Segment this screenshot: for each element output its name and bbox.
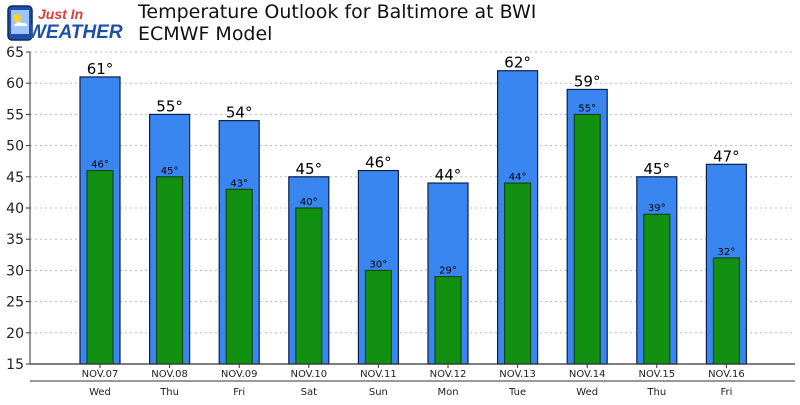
y-tick-label: 45 xyxy=(6,170,24,186)
high-temp-label: 62° xyxy=(504,54,531,72)
x-tick-label: NOV.07 xyxy=(82,369,119,380)
y-tick-label: 25 xyxy=(6,295,24,311)
chart-title-block: Temperature Outlook for Baltimore at BWI… xyxy=(138,1,536,45)
x-tick-label: NOV.15 xyxy=(638,369,675,380)
low-temp-label: 43° xyxy=(230,178,248,189)
y-tick-label: 35 xyxy=(6,232,24,248)
x-tick-label: NOV.16 xyxy=(708,369,745,380)
low-temp-label: 45° xyxy=(161,166,179,177)
low-temp-label: 30° xyxy=(370,259,388,270)
bars: 61° 46° 55° 45° 54° 43° 45° 40° 46° 30° 44° 29° 62° 4… xyxy=(79,54,748,365)
y-tick-label: 60 xyxy=(6,76,24,92)
x-tick-label: NOV.10 xyxy=(290,369,327,380)
low-temp-bar xyxy=(643,213,671,365)
high-temp-label: 55° xyxy=(156,97,183,115)
day-label: Thu xyxy=(646,387,666,398)
y-axis: 15 20 25 30 35 40 45 50 55 60 65 xyxy=(6,45,31,373)
low-temp-bar xyxy=(712,257,740,365)
day-label: Fri xyxy=(233,387,245,398)
phone-icon xyxy=(7,5,33,41)
low-temp-bar xyxy=(434,276,462,365)
x-tick-label: NOV.11 xyxy=(360,369,397,380)
low-temp-label: 40° xyxy=(300,197,318,208)
x-tick-label: NOV.08 xyxy=(151,369,188,380)
day-label: Sat xyxy=(301,387,317,398)
low-temp-bar xyxy=(504,182,532,365)
low-temp-label: 46° xyxy=(91,160,109,171)
x-tick-label: NOV.09 xyxy=(221,369,258,380)
just-in-weather-logo: Just In WEATHER xyxy=(4,4,134,44)
x-axis: NOV.07 Wed NOV.08 Thu NOV.09 Fri NOV.10 Sat NOV.… xyxy=(30,363,795,398)
low-temp-label: 55° xyxy=(578,103,596,114)
y-tick-label: 65 xyxy=(6,45,24,61)
y-tick-label: 50 xyxy=(6,139,24,155)
low-temp-label: 32° xyxy=(718,247,736,258)
low-temp-bar xyxy=(573,113,601,365)
high-temp-label: 61° xyxy=(87,60,114,78)
x-tick-label: NOV.13 xyxy=(499,369,536,380)
high-temp-label: 45° xyxy=(296,160,323,178)
day-label: Wed xyxy=(576,387,598,398)
low-temp-bar xyxy=(295,207,323,365)
y-tick-label: 55 xyxy=(6,107,24,123)
day-label: Tue xyxy=(508,387,526,398)
grid-lines xyxy=(30,51,795,334)
high-temp-label: 44° xyxy=(435,166,462,184)
low-temp-label: 44° xyxy=(509,172,527,183)
high-temp-label: 46° xyxy=(365,154,392,172)
chart-title: Temperature Outlook for Baltimore at BWI xyxy=(138,1,537,23)
low-temp-label: 39° xyxy=(648,203,666,214)
logo-line1: Just In xyxy=(38,6,83,22)
low-temp-label: 29° xyxy=(439,266,457,277)
logo-line2: WEATHER xyxy=(28,22,123,43)
day-label: Fri xyxy=(720,387,732,398)
high-temp-label: 59° xyxy=(574,72,601,90)
x-tick-label: NOV.14 xyxy=(569,369,606,380)
y-tick-label: 20 xyxy=(6,326,24,342)
x-tick-label: NOV.12 xyxy=(430,369,467,380)
day-label: Sun xyxy=(369,387,388,398)
day-label: Thu xyxy=(159,387,179,398)
y-tick-label: 40 xyxy=(6,201,24,217)
low-temp-bar xyxy=(225,188,253,365)
high-temp-label: 45° xyxy=(644,160,671,178)
low-temp-bar xyxy=(364,269,392,365)
y-tick-label: 30 xyxy=(6,263,24,279)
high-temp-label: 47° xyxy=(713,147,740,165)
y-tick-label: 15 xyxy=(6,357,24,373)
high-temp-label: 54° xyxy=(226,104,253,122)
day-label: Mon xyxy=(437,387,458,398)
low-temp-bar xyxy=(86,170,114,365)
low-temp-bar xyxy=(156,176,184,365)
day-label: Wed xyxy=(89,387,111,398)
chart-subtitle: ECMWF Model xyxy=(138,23,273,45)
